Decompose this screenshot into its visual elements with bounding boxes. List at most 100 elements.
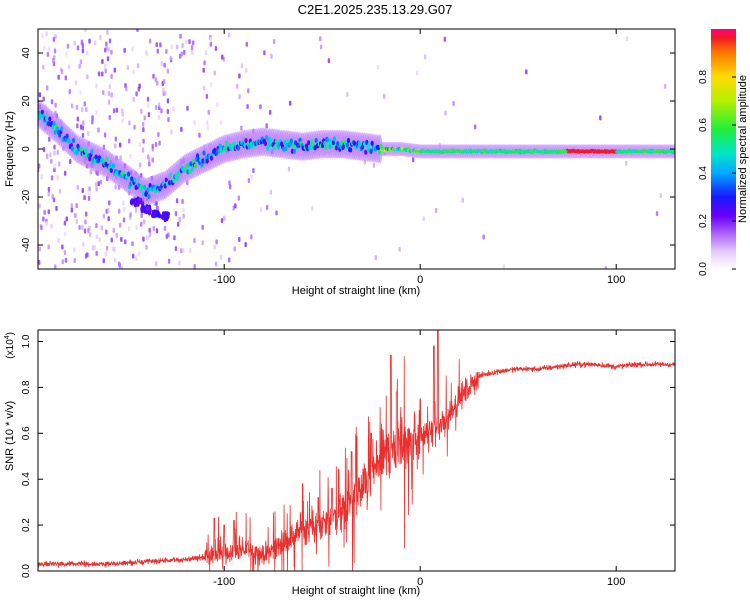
spectrogram-noise-cell [165, 48, 168, 54]
spectrogram-noise-cell [70, 203, 73, 209]
spectrogram-noise-cell [209, 37, 213, 43]
spectrogram-ridge-core [474, 150, 476, 153]
spectrogram-branch-cell [130, 199, 134, 205]
x-tick-label: 0 [417, 274, 423, 286]
spectrogram-noise-cell [155, 228, 159, 234]
spectrogram-noise-cell [114, 184, 117, 190]
spectrogram-noise-cell [75, 104, 79, 110]
spectrogram-noise-cell [75, 218, 79, 224]
spectrogram-noise-cell [502, 263, 506, 269]
spectrogram-ridge-core [435, 150, 438, 153]
spectrogram-noise-cell [38, 92, 42, 98]
spectrogram-ridge-core [538, 150, 541, 153]
snr-x-label: Height of straight line (km) [292, 585, 420, 597]
spectrogram-noise-cell [193, 238, 196, 244]
spectrogram-ridge-core [605, 150, 608, 153]
y-tick-label: 0.0 [21, 564, 32, 578]
spectrogram-noise-cell [38, 246, 42, 252]
spectrogram-ridge-core [603, 150, 605, 153]
spectrogram-ridge-cell [90, 149, 94, 155]
spectrogram-noise-cell [238, 236, 241, 242]
spectrogram-noise-cell [228, 257, 231, 263]
spectrogram-noise-cell [268, 109, 272, 115]
spectrogram-ridge-core [489, 150, 491, 153]
spectrogram-noise-cell [148, 232, 152, 238]
spectrogram-noise-cell [53, 48, 57, 54]
spectrogram-noise-cell [38, 163, 41, 169]
spectrogram-noise-cell [91, 115, 94, 121]
spectrogram-ridge-core [493, 150, 495, 153]
spectrogram-ridge-core [449, 150, 451, 153]
spectrogram-ridge-core [561, 150, 564, 153]
spectrogram-noise-cell [122, 217, 126, 223]
spectrogram-ridge-core [633, 150, 635, 153]
spectrogram-noise-cell [158, 140, 161, 146]
spectrogram-noise-cell [110, 92, 113, 98]
spectrogram-ridge-core [465, 150, 468, 153]
spectrogram-noise-cell [105, 245, 109, 251]
spectrogram-ridge-cell [193, 163, 197, 169]
spectrogram-ridge-core [589, 150, 591, 153]
spectrogram-noise-cell [311, 206, 314, 212]
spectrogram-ridge-cell [364, 149, 368, 155]
spectrogram-noise-cell [234, 203, 237, 209]
spectrogram-ridge-cell [209, 155, 214, 161]
spectrogram-ridge-core [539, 150, 542, 153]
spectrogram-ridge-cell [65, 133, 69, 139]
spectrogram-noise-cell [146, 96, 150, 102]
spectrogram-noise-cell [269, 189, 273, 195]
y-tick-label: 0 [21, 146, 32, 152]
spectrogram-noise-cell [95, 250, 98, 256]
spectrogram-noise-cell [57, 237, 60, 243]
spectrogram-noise-cell [180, 126, 183, 132]
spectrogram-noise-cell [148, 156, 151, 162]
chart-title: C2E1.2025.235.13.29.G07 [298, 2, 453, 17]
spectrogram-noise-cell [98, 237, 101, 243]
spectrogram-noise-cell [346, 92, 349, 98]
spectrogram-noise-cell [287, 166, 291, 172]
spectrogram-noise-cell [160, 60, 163, 66]
spectrogram-branch-cell [157, 212, 161, 218]
spectrogram-ridge-core [413, 149, 416, 152]
spectrogram-noise-cell [443, 36, 447, 42]
spectrogram-noise-cell [124, 239, 127, 245]
spectrogram-noise-cell [87, 227, 90, 233]
spectrogram-ridge-core [571, 150, 574, 153]
spectrogram-noise-cell [78, 63, 81, 69]
spectrogram-noise-cell [38, 260, 41, 266]
spectrogram-noise-cell [81, 188, 85, 194]
colorbar: 0.0 0.2 0.4 0.6 0.8 Normalized spectral ampl… [698, 29, 749, 276]
spectrogram-ridge-core [504, 150, 506, 153]
spectrogram-noise-cell [214, 261, 218, 267]
spectrogram-ridge-core [629, 150, 631, 153]
spectrogram-noise-cell [165, 233, 169, 239]
spectrogram-noise-cell [147, 112, 151, 118]
spectrogram-ridge-core [522, 150, 524, 153]
spectrogram-noise-cell [275, 210, 278, 216]
spectrogram-noise-cell [198, 132, 201, 138]
spectrogram-ridge-cell [379, 143, 383, 150]
spectrogram-ridge-core [505, 150, 508, 153]
spectrogram-noise-cell [139, 162, 142, 168]
spectrogram-noise-cell [81, 43, 85, 49]
spectrogram-ridge-core [567, 150, 569, 153]
spectrogram-ridge-core [570, 150, 572, 153]
spectrogram-noise-cell [166, 108, 170, 114]
spectrogram-noise-cell [659, 193, 663, 199]
spectrogram-noise-cell [163, 62, 166, 68]
spectrogram-noise-cell [182, 213, 185, 219]
spectrogram-ridge-core [530, 150, 532, 153]
spectrogram-ridge-core [549, 150, 552, 153]
spectrogram-ridge-core [534, 150, 537, 153]
spectrogram-noise-cell [50, 99, 54, 105]
spectrogram-noise-cell [263, 50, 266, 56]
spectrogram-noise-cell [123, 47, 126, 53]
spectrogram-noise-cell [104, 68, 107, 74]
spectrogram-noise-cell [76, 45, 80, 51]
spectrogram-noise-cell [64, 257, 68, 263]
spectrogram-ridge-cell [45, 116, 49, 122]
spectrogram-noise-cell [209, 41, 213, 47]
spectrogram-noise-cell [48, 136, 51, 142]
spectrogram-noise-cell [129, 212, 132, 218]
spectrogram-noise-cell [50, 158, 53, 164]
